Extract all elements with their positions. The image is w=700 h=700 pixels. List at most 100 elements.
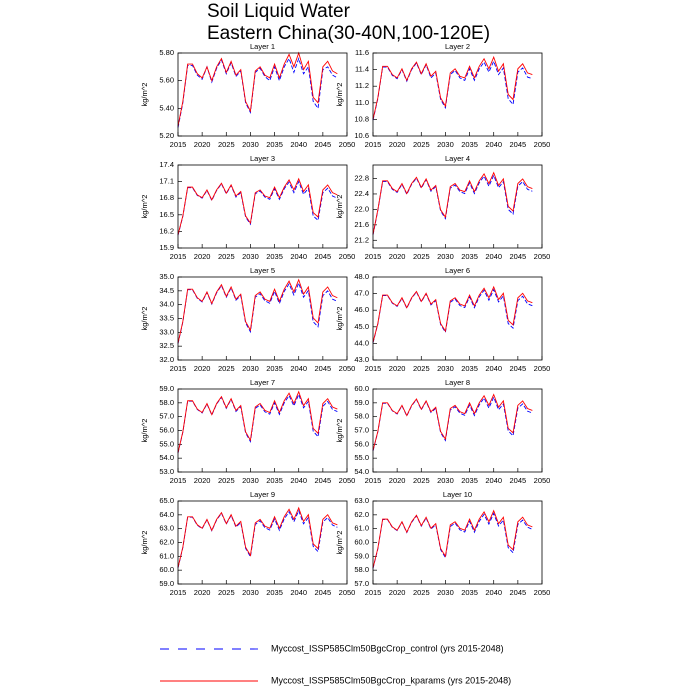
legend-label: Myccost_ISSP585Clm50BgcCrop_kparams (yrs… — [271, 675, 511, 685]
y-tick-label: 32.5 — [159, 341, 174, 350]
x-tick-label: 2020 — [194, 140, 211, 149]
x-tick-label: 2050 — [534, 252, 551, 261]
panel: Layer 6 kg/m^2 43.0 44.0 45.0 46.0 47.0 48.0 201… — [335, 266, 550, 373]
y-tick-label: 17.1 — [159, 177, 174, 186]
x-tick-label: 2035 — [461, 252, 478, 261]
panel: Layer 8 kg/m^2 54.0 55.0 56.0 57.0 58.0 59.0 60.… — [335, 378, 550, 485]
y-tick-label: 62.0 — [159, 537, 174, 546]
y-tick-label: 62.0 — [354, 510, 369, 519]
x-tick-label: 2040 — [290, 140, 307, 149]
x-tick-label: 2040 — [290, 364, 307, 373]
x-tick-label: 2015 — [170, 252, 187, 261]
plot-frame — [177, 52, 348, 137]
panel-title: Layer 3 — [250, 154, 275, 163]
x-tick-label: 2035 — [461, 140, 478, 149]
y-tick-label: 57.0 — [354, 425, 369, 434]
y-tick-label: 10.8 — [354, 114, 369, 123]
x-tick-label: 2050 — [534, 140, 551, 149]
x-tick-label: 2045 — [315, 364, 332, 373]
y-tick-label: 56.0 — [354, 439, 369, 448]
x-tick-label: 2025 — [413, 252, 430, 261]
y-tick-label: 32.0 — [159, 355, 174, 364]
y-tick-label: 11.2 — [355, 81, 369, 90]
x-tick-label: 2015 — [170, 364, 187, 373]
series-line — [177, 180, 338, 236]
x-tick-label: 2025 — [413, 140, 430, 149]
y-tick-label: 16.2 — [159, 226, 174, 235]
x-tick-label: 2020 — [389, 140, 406, 149]
y-axis-label: kg/m^2 — [140, 195, 149, 219]
x-tick-label: 2045 — [315, 588, 332, 597]
x-tick-label: 2030 — [242, 476, 259, 485]
panel-title: Layer 10 — [443, 490, 472, 499]
panel: Layer 9 kg/m^2 59.0 60.0 61.0 62.0 63.0 64.0 65.… — [140, 490, 355, 597]
x-tick-label: 2045 — [510, 252, 527, 261]
x-tick-label: 2015 — [170, 588, 187, 597]
y-tick-label: 64.0 — [159, 510, 174, 519]
x-tick-label: 2040 — [485, 588, 502, 597]
series-line — [372, 285, 533, 343]
x-tick-label: 2025 — [413, 476, 430, 485]
panel: Layer 1 kg/m^2 5.20 5.40 5.60 5.80 2015 2020 202… — [140, 42, 355, 149]
y-tick-label: 22.0 — [354, 204, 369, 213]
x-tick-label: 2020 — [389, 252, 406, 261]
y-tick-label: 60.0 — [354, 537, 369, 546]
panel: Layer 5 kg/m^2 32.0 32.5 33.0 33.5 34.0 34.5 35.… — [140, 266, 355, 373]
series-line — [372, 288, 533, 344]
y-tick-label: 11.0 — [355, 98, 369, 107]
y-axis-label: kg/m^2 — [335, 419, 344, 443]
y-tick-label: 22.4 — [354, 189, 369, 198]
y-tick-label: 16.8 — [159, 193, 174, 202]
x-tick-label: 2020 — [389, 588, 406, 597]
series-line — [177, 393, 338, 454]
y-tick-label: 59.0 — [354, 398, 369, 407]
x-tick-label: 2040 — [485, 252, 502, 261]
y-tick-label: 55.0 — [159, 439, 174, 448]
x-tick-label: 2015 — [365, 364, 382, 373]
y-tick-label: 54.0 — [354, 467, 369, 476]
y-tick-label: 59.0 — [159, 579, 174, 588]
x-tick-label: 2035 — [461, 588, 478, 597]
x-tick-label: 2045 — [510, 588, 527, 597]
x-tick-label: 2025 — [218, 588, 235, 597]
y-tick-label: 15.9 — [159, 243, 174, 252]
x-tick-label: 2050 — [339, 140, 356, 149]
x-tick-label: 2020 — [389, 364, 406, 373]
y-tick-label: 58.0 — [354, 412, 369, 421]
y-tick-label: 57.0 — [354, 579, 369, 588]
series-line — [372, 55, 533, 120]
y-tick-label: 57.0 — [159, 412, 174, 421]
legend-label: Myccost_ISSP585Clm50BgcCrop_control (yrs… — [271, 643, 504, 653]
x-tick-label: 2025 — [218, 140, 235, 149]
series-line — [177, 390, 338, 453]
x-tick-label: 2045 — [510, 364, 527, 373]
x-tick-label: 2040 — [485, 364, 502, 373]
x-tick-label: 2030 — [437, 252, 454, 261]
y-tick-label: 17.4 — [159, 160, 174, 169]
x-tick-label: 2035 — [266, 364, 283, 373]
y-tick-label: 46.0 — [354, 305, 369, 314]
y-tick-label: 60.0 — [354, 384, 369, 393]
y-tick-label: 11.6 — [355, 48, 369, 57]
y-axis-label: kg/m^2 — [335, 531, 344, 555]
y-tick-label: 59.0 — [159, 384, 174, 393]
y-tick-label: 34.5 — [159, 286, 174, 295]
x-tick-label: 2035 — [266, 588, 283, 597]
x-tick-label: 2020 — [194, 252, 211, 261]
plot-frame — [177, 164, 348, 249]
panel-title: Layer 4 — [445, 154, 470, 163]
panel: Layer 4 kg/m^2 21.2 21.6 22.0 22.4 22.8 2015 202… — [335, 154, 550, 261]
x-tick-label: 2030 — [242, 252, 259, 261]
y-tick-label: 58.0 — [159, 398, 174, 407]
series-line — [177, 177, 338, 235]
x-tick-label: 2015 — [170, 140, 187, 149]
panel-title: Layer 5 — [250, 266, 275, 275]
y-tick-label: 34.0 — [159, 300, 174, 309]
x-tick-label: 2015 — [365, 140, 382, 149]
plot-frame — [372, 388, 543, 473]
series-line — [177, 281, 338, 344]
y-tick-label: 63.0 — [354, 496, 369, 505]
x-tick-label: 2035 — [461, 476, 478, 485]
y-tick-label: 63.0 — [159, 524, 174, 533]
